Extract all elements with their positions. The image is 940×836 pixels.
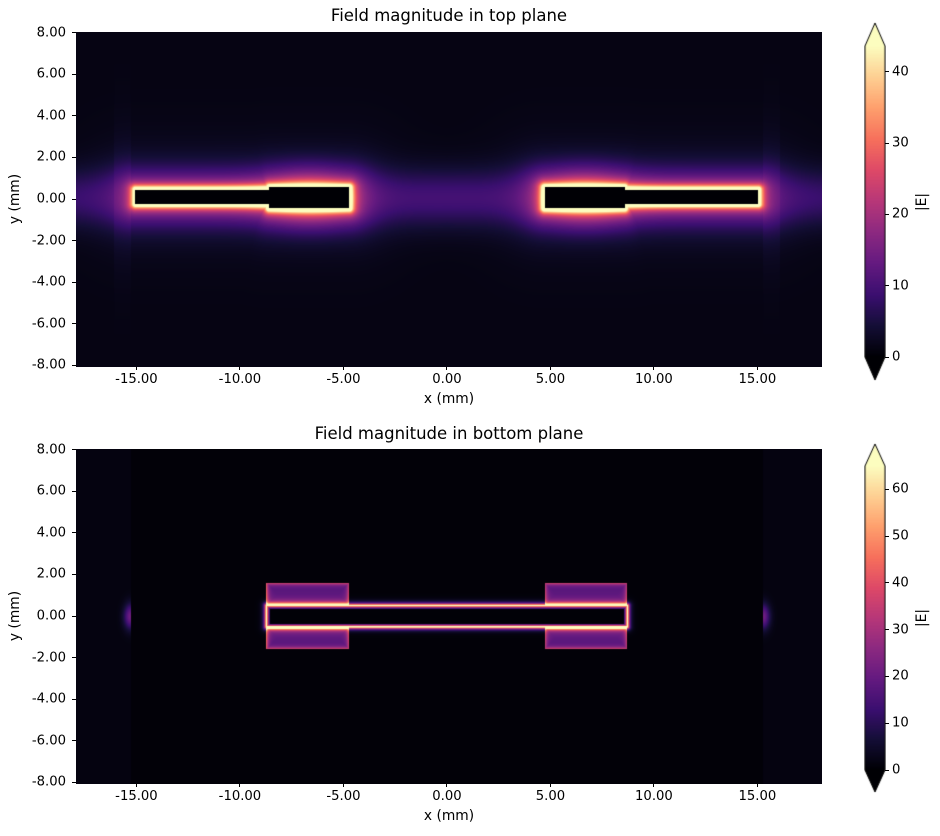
colorbar-tick-label: 10 bbox=[892, 715, 909, 731]
y-tick-label: 4.00 bbox=[36, 108, 66, 124]
x-tick-mark bbox=[239, 366, 241, 370]
x-tick-label: 5.00 bbox=[535, 372, 566, 387]
x-axis-label-bottom: x (mm) bbox=[423, 808, 475, 824]
x-tick-mark bbox=[135, 366, 137, 370]
x-tick-mark bbox=[342, 366, 344, 370]
heatmap-bottom-plane bbox=[76, 448, 822, 784]
y-tick-label: 4.00 bbox=[36, 525, 66, 541]
plot-title-bottom: Field magnitude in bottom plane bbox=[314, 423, 584, 443]
y-tick-label: -6.00 bbox=[31, 733, 66, 749]
colorbar-tick-mark bbox=[885, 356, 889, 358]
x-tick-label: 10.00 bbox=[635, 789, 673, 804]
y-tick-mark bbox=[72, 240, 76, 241]
y-tick-label: 0.00 bbox=[36, 608, 66, 624]
colorbar-tick-mark bbox=[885, 722, 889, 724]
y-tick-label: -2.00 bbox=[31, 233, 66, 248]
plot-title-top: Field magnitude in top plane bbox=[330, 6, 568, 25]
y-tick-label: -4.00 bbox=[31, 274, 66, 290]
y-tick-mark bbox=[72, 281, 76, 283]
x-tick-mark bbox=[756, 783, 758, 787]
y-tick-mark bbox=[72, 573, 76, 575]
y-tick-label: -8.00 bbox=[31, 774, 66, 790]
colorbar-tick-label: 20 bbox=[892, 206, 909, 222]
x-tick-label: 5.00 bbox=[535, 789, 566, 804]
y-tick-label: 2.00 bbox=[36, 149, 66, 165]
x-tick-label: 15.00 bbox=[738, 789, 777, 804]
y-tick-label: 8.00 bbox=[36, 442, 66, 458]
colorbar-tick-label: 10 bbox=[892, 278, 909, 294]
x-tick-label: -5.00 bbox=[326, 789, 361, 804]
colorbar-top bbox=[864, 22, 886, 381]
x-tick-mark bbox=[756, 366, 758, 370]
x-tick-label: -10.00 bbox=[218, 789, 262, 804]
x-tick-mark bbox=[135, 783, 137, 787]
y-tick-label: 8.00 bbox=[36, 25, 66, 41]
colorbar-tick-label: 40 bbox=[892, 575, 909, 591]
y-tick-mark bbox=[72, 698, 76, 700]
y-tick-mark bbox=[72, 490, 76, 492]
x-tick-label: 0.00 bbox=[432, 372, 462, 387]
y-tick-mark bbox=[72, 115, 76, 117]
y-tick-label: 2.00 bbox=[36, 566, 66, 582]
x-tick-mark bbox=[342, 783, 344, 787]
x-tick-label: -15.00 bbox=[115, 789, 158, 804]
y-tick-mark bbox=[72, 32, 76, 34]
x-tick-mark bbox=[446, 366, 448, 370]
y-tick-mark bbox=[72, 532, 76, 534]
x-tick-mark bbox=[239, 783, 241, 787]
x-tick-label: -15.00 bbox=[115, 372, 158, 387]
colorbar-tick-mark bbox=[885, 142, 889, 144]
colorbar-tick-mark bbox=[885, 535, 889, 537]
y-tick-mark bbox=[72, 156, 76, 158]
x-tick-label: 0.00 bbox=[432, 789, 462, 804]
y-tick-mark bbox=[72, 657, 76, 658]
colorbar-tick-mark bbox=[885, 629, 889, 631]
colorbar-tick-label: 30 bbox=[892, 622, 909, 638]
x-tick-label: -10.00 bbox=[218, 372, 262, 387]
x-tick-mark bbox=[653, 783, 655, 787]
colorbar-bottom bbox=[864, 443, 886, 793]
y-tick-mark bbox=[72, 781, 76, 783]
y-tick-mark bbox=[72, 364, 76, 366]
y-tick-label: 0.00 bbox=[36, 191, 66, 207]
colorbar-tick-label: 20 bbox=[892, 668, 909, 684]
y-tick-mark bbox=[72, 198, 76, 200]
colorbar-tick-label: 50 bbox=[892, 528, 909, 544]
y-tick-mark bbox=[72, 73, 76, 75]
x-axis-label-top: x (mm) bbox=[423, 390, 475, 407]
x-tick-label: -5.00 bbox=[326, 372, 361, 387]
colorbar-tick-label: 60 bbox=[892, 481, 909, 497]
colorbar-tick-mark bbox=[885, 285, 889, 287]
y-tick-mark bbox=[72, 740, 76, 742]
colorbar-tick-mark bbox=[885, 675, 889, 677]
colorbar-tick-label: 40 bbox=[892, 64, 909, 80]
y-tick-label: -4.00 bbox=[31, 691, 66, 707]
y-tick-label: 6.00 bbox=[36, 483, 66, 499]
colorbar-tick-label: 30 bbox=[892, 135, 909, 151]
x-tick-mark bbox=[549, 366, 551, 370]
heatmap-top-plane bbox=[76, 31, 822, 367]
colorbar-tick-label: 0 bbox=[892, 349, 901, 365]
x-tick-mark bbox=[446, 783, 448, 787]
x-tick-mark bbox=[653, 366, 655, 370]
y-tick-label: -8.00 bbox=[31, 357, 66, 373]
y-tick-label: -2.00 bbox=[31, 650, 66, 665]
colorbar-tick-mark bbox=[885, 582, 889, 584]
colorbar-tick-mark bbox=[885, 769, 889, 771]
y-tick-mark bbox=[72, 615, 76, 617]
y-tick-mark bbox=[72, 323, 76, 325]
x-tick-label: 15.00 bbox=[738, 372, 777, 387]
x-tick-mark bbox=[549, 783, 551, 787]
colorbar-tick-label: 0 bbox=[892, 762, 901, 778]
y-tick-label: -6.00 bbox=[31, 316, 66, 332]
x-tick-label: 10.00 bbox=[635, 372, 673, 387]
y-tick-mark bbox=[72, 449, 76, 451]
colorbar-tick-mark bbox=[885, 213, 889, 215]
colorbar-label-bottom: |E| bbox=[914, 608, 930, 628]
y-tick-label: 6.00 bbox=[36, 66, 66, 82]
colorbar-label-top: |E| bbox=[914, 192, 930, 211]
colorbar-tick-mark bbox=[885, 71, 889, 73]
colorbar-tick-mark bbox=[885, 488, 889, 490]
